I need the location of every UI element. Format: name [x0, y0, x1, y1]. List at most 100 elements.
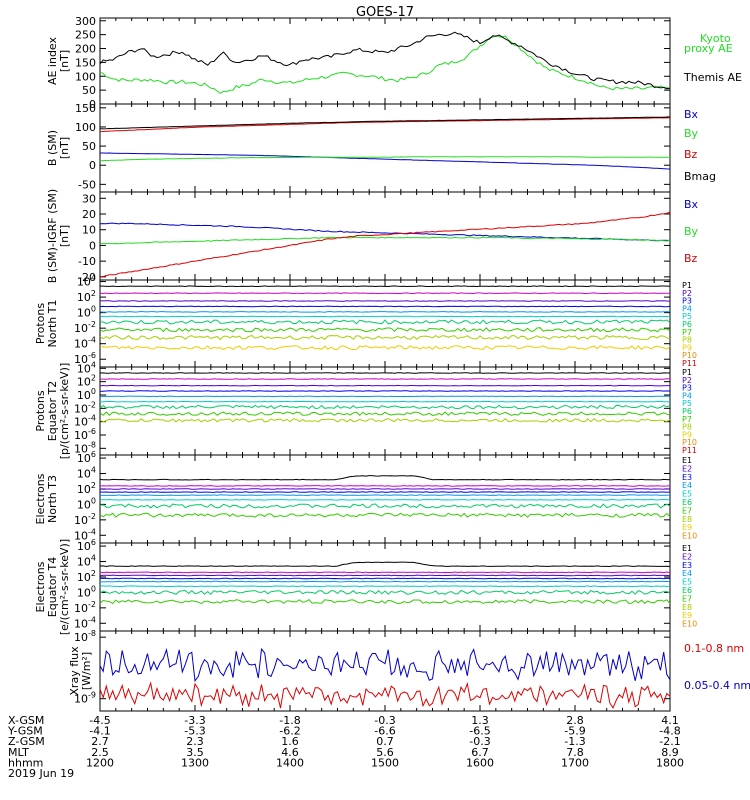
y-tick-label: 104: [77, 554, 96, 569]
y-tick-label: 0: [89, 239, 96, 252]
channel-line: [99, 372, 671, 374]
legend-channel: P11: [682, 359, 697, 368]
series-line-by: [99, 156, 670, 162]
y-axis-label: [p/(cm²-s-sr-keV)]: [58, 363, 71, 460]
series-line-bx: [99, 222, 670, 242]
y-tick-label: 10-9: [74, 691, 96, 706]
y-tick-label: 0: [89, 98, 96, 111]
legend-kyoto: proxy AE: [684, 42, 733, 55]
x-tick-label: 6.7: [471, 746, 489, 759]
x-tick-label: -0.3: [469, 735, 490, 748]
y-tick-label: 300: [75, 15, 96, 28]
x-tick-label: -4.8: [659, 725, 680, 738]
legend-channel: E8: [682, 603, 692, 612]
y-tick-label: 100: [77, 305, 96, 320]
legend-channel: E9: [682, 611, 692, 620]
x-tick-label: 2.8: [566, 714, 584, 727]
y-tick-label: 50: [82, 84, 96, 97]
legend-by: By: [684, 225, 699, 238]
legend-channel: E5: [682, 578, 692, 587]
legend-channel: P7: [682, 328, 692, 337]
y-axis-label: Protons: [34, 390, 47, 431]
channel-line: [99, 599, 671, 605]
y-tick-label: 104: [77, 274, 96, 289]
legend-channel: P1: [682, 368, 692, 377]
y-tick-label: 10-4: [74, 336, 96, 351]
series-line-by: [99, 236, 671, 245]
channel-line: [100, 585, 671, 588]
series-line-bx: [100, 152, 671, 170]
y-tick-label: 106: [77, 450, 96, 465]
xray-line-blue: [99, 647, 671, 683]
y-axis-label: [nT]: [58, 50, 71, 72]
legend-channel: P9: [682, 343, 692, 352]
y-tick-label: 10-8: [74, 440, 96, 455]
y-tick-label: 106: [77, 538, 96, 553]
legend-channel: P1: [682, 281, 692, 290]
channel-line: [99, 345, 671, 351]
legend-channel: E6: [682, 498, 692, 507]
channel-line: [99, 503, 671, 509]
channel-line: [99, 310, 670, 313]
y-tick-label: 50: [82, 140, 96, 153]
x-tick-label: 4.1: [661, 714, 679, 727]
y-axis-label: [W/m²]: [80, 652, 93, 690]
channel-line: [99, 488, 671, 490]
x-tick-label: -0.3: [374, 714, 395, 727]
legend-channel: E10: [682, 620, 697, 629]
channel-line: [100, 494, 671, 496]
legend-channel: E7: [682, 594, 692, 603]
legend-channel: E7: [682, 506, 692, 515]
x-row-label: X-GSM: [8, 714, 44, 727]
x-tick-label: 2.5: [91, 746, 109, 759]
panel-frame: [99, 630, 671, 712]
legend-channel: E4: [682, 481, 692, 490]
legend-bmag: Bmag: [684, 170, 716, 183]
y-axis-label: Electrons: [34, 561, 47, 612]
channel-line: [99, 491, 671, 493]
y-tick-label: 100: [75, 70, 96, 83]
y-axis-label: B (SM)-IGRF (SM): [46, 189, 59, 283]
x-tick-label: 4.6: [281, 746, 299, 759]
legend-kyoto: Kyoto: [700, 32, 731, 45]
y-tick-label: 30: [82, 192, 96, 205]
y-axis-label: Protons: [34, 303, 47, 344]
legend-channel: P5: [682, 399, 692, 408]
series-line-bmag: [99, 116, 671, 130]
y-tick-label: 10-2: [74, 512, 96, 527]
y-tick-label: 100: [77, 387, 96, 402]
legend-channel: E4: [682, 569, 692, 578]
y-tick-label: 102: [77, 569, 96, 584]
legend-channel: P6: [682, 320, 692, 329]
y-axis-label: [nT]: [58, 137, 71, 159]
series-line-bz: [99, 117, 671, 133]
y-axis-label: Equator T2: [46, 381, 59, 441]
y-axis-label: Equator T4: [46, 557, 59, 617]
y-tick-label: 10-6: [74, 427, 96, 442]
legend-channel: P2: [682, 289, 692, 298]
legend-channel: P3: [682, 297, 692, 306]
legend-channel: E3: [682, 473, 692, 482]
y-tick-label: 104: [77, 360, 96, 375]
channel-line: [99, 319, 671, 325]
y-axis-label: Xray flux: [68, 646, 81, 696]
legend-channel: E1: [682, 456, 692, 465]
channel-line: [99, 404, 671, 410]
legend-channel: P7: [682, 415, 692, 424]
x-tick-label: -2.1: [659, 735, 680, 748]
legend-channel: P4: [682, 304, 692, 313]
x-tick-label: 1400: [276, 756, 304, 769]
x-tick-label: -6.5: [469, 725, 490, 738]
y-axis-label: North T3: [46, 475, 59, 523]
x-tick-label: 1200: [86, 756, 114, 769]
legend-channel: E8: [682, 515, 692, 524]
y-tick-label: 10: [82, 224, 96, 237]
x-tick-label: -4.5: [89, 714, 110, 727]
x-tick-label: 7.8: [566, 746, 584, 759]
x-tick-label: 1.3: [471, 714, 489, 727]
y-tick-label: 10-4: [74, 527, 96, 542]
channel-line: [99, 574, 671, 577]
chart-title: GOES-17: [356, 5, 414, 20]
